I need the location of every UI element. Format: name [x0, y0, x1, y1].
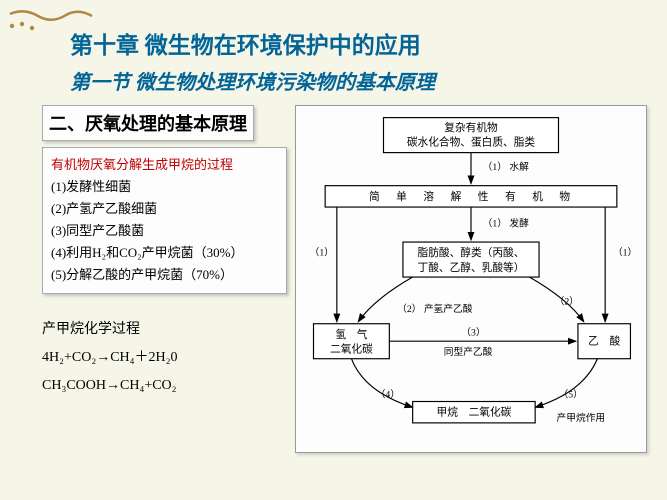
chem-eq2: CH₃COOH→CH₄+CO₂: [42, 372, 287, 400]
left-column: 二、厌氧处理的基本原理 有机物厌氧分解生成甲烷的过程 (1)发酵性细菌 (2)产…: [42, 105, 287, 453]
n1-l1: 复杂有机物: [444, 121, 498, 134]
chem-title: 产甲烷化学过程: [42, 316, 287, 344]
chem-eq1: 4H₂+CO₂→CH₄＋2H₂0: [42, 344, 287, 372]
flowchart: 复杂有机物 碳水化合物、蛋白质、脂类 （1） 水解 简 单 溶 解 性 有 机 …: [295, 105, 647, 453]
n3-l1: 脂肪酸、醇类（丙酸、: [418, 246, 525, 259]
n4-l1: 氢 气: [335, 328, 367, 341]
edge-ferment: （1） 发酵: [483, 217, 529, 230]
edge-methano: 产甲烷作用: [557, 411, 606, 424]
n2: 简 单 溶 解 性 有 机 物: [369, 190, 573, 203]
process-item: (4)利用H₂和CO₂产甲烷菌（30%）: [51, 242, 278, 264]
process-box: 有机物厌氧分解生成甲烷的过程 (1)发酵性细菌 (2)产氢产乙酸细菌 (3)同型…: [42, 147, 287, 294]
n3-l2: 丁酸、乙醇、乳酸等）: [418, 261, 525, 274]
n5: 乙 酸: [588, 335, 620, 348]
edge-ac: （2）: [555, 295, 579, 307]
process-item: (2)产氢产乙酸细菌: [51, 198, 278, 220]
n1-l2: 碳水化合物、蛋白质、脂类: [407, 135, 536, 148]
section-title: 第一节 微生物处理环境污染物的基本原理: [70, 66, 647, 95]
chapter-title: 第十章 微生物在环境保护中的应用: [70, 26, 647, 60]
edge-l1: （1）: [310, 247, 334, 259]
edge-ch4-1: （4）: [376, 389, 400, 401]
edge-hydrolysis: （1） 水解: [483, 160, 529, 173]
process-title: 有机物厌氧分解生成甲烷的过程: [51, 154, 278, 176]
process-item: (3)同型产乙酸菌: [51, 220, 278, 242]
n4-l2: 二氧化碳: [330, 342, 373, 355]
edge-h2: （2） 产氢产乙酸: [397, 302, 473, 315]
process-item: (5)分解乙酸的产甲烷菌（70%）: [51, 264, 278, 286]
edge-r1: （1）: [613, 247, 637, 259]
n6: 甲烷 二氧化碳: [437, 406, 512, 419]
edge-homo-t: 同型产乙酸: [444, 345, 493, 358]
section-heading: 二、厌氧处理的基本原理: [42, 105, 254, 141]
chemistry-block: 产甲烷化学过程 4H₂+CO₂→CH₄＋2H₂0 CH₃COOH→CH₄+CO₂: [42, 316, 287, 400]
edge-homo-n: （3）: [461, 326, 485, 338]
decor-corner: [6, 6, 96, 41]
edge-ch4-2: （5）: [559, 389, 583, 401]
process-item: (1)发酵性细菌: [51, 176, 278, 198]
